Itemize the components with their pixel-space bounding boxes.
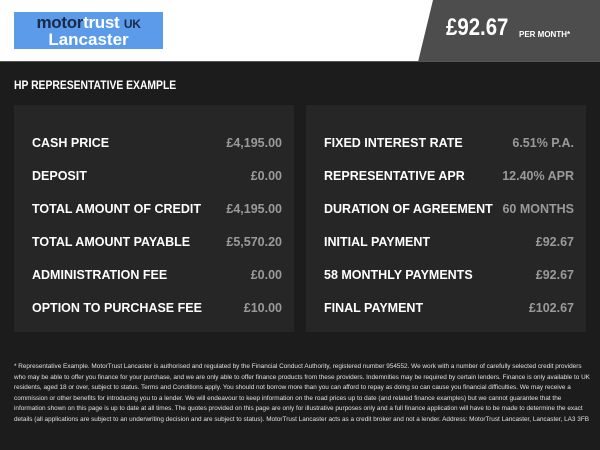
finance-row: INITIAL PAYMENT £92.67 bbox=[324, 235, 574, 251]
finance-label: FIXED INTEREST RATE bbox=[324, 136, 463, 150]
finance-row: FINAL PAYMENT £102.67 bbox=[324, 301, 574, 317]
dealer-logo[interactable]: motortrust UK Lancaster bbox=[14, 12, 163, 49]
finance-label: TOTAL AMOUNT PAYABLE bbox=[32, 235, 191, 249]
finance-label: OPTION TO PURCHASE FEE bbox=[32, 301, 202, 315]
divider bbox=[0, 61, 600, 62]
finance-value: £5,570.20 bbox=[226, 235, 282, 249]
finance-panel-left: CASH PRICE £4,195.00 DEPOSIT £0.00 TOTAL AMO… bbox=[14, 105, 294, 332]
finance-row: DURATION OF AGREEMENT 60 MONTHS bbox=[324, 202, 574, 218]
finance-label: DEPOSIT bbox=[32, 169, 87, 183]
logo-location: Lancaster bbox=[48, 30, 129, 49]
finance-value: 12.40% APR bbox=[502, 169, 574, 183]
finance-value: £0.00 bbox=[250, 268, 282, 282]
logo-text: UK bbox=[123, 17, 141, 31]
finance-panel-right: FIXED INTEREST RATE 6.51% P.A. REPRESENTAT… bbox=[306, 105, 586, 332]
finance-row: TOTAL AMOUNT PAYABLE £5,570.20 bbox=[32, 235, 282, 251]
finance-row: OPTION TO PURCHASE FEE £10.00 bbox=[32, 301, 282, 317]
finance-value: £4,195.00 bbox=[226, 202, 282, 216]
logo-text: motor bbox=[36, 13, 84, 32]
finance-row: REPRESENTATIVE APR 12.40% APR bbox=[324, 169, 574, 185]
price-panel bbox=[418, 0, 600, 62]
disclaimer-text: * Representative Example. MotorTrust Lan… bbox=[14, 363, 590, 423]
finance-row: DEPOSIT £0.00 bbox=[32, 169, 282, 185]
per-month-label: PER MONTH* bbox=[519, 30, 571, 39]
finance-label: ADMINISTRATION FEE bbox=[32, 268, 168, 282]
logo-text: trust bbox=[83, 13, 120, 32]
finance-row: TOTAL AMOUNT OF CREDIT £4,195.00 bbox=[32, 202, 282, 218]
finance-value: 60 MONTHS bbox=[502, 202, 574, 216]
finance-value: £92.67 bbox=[535, 235, 574, 249]
finance-row: 58 MONTHLY PAYMENTS £92.67 bbox=[324, 268, 574, 284]
finance-value: £92.67 bbox=[535, 268, 574, 282]
section-title: HP REPRESENTATIVE EXAMPLE bbox=[14, 80, 177, 92]
finance-value: 6.51% P.A. bbox=[512, 136, 574, 150]
finance-value: £0.00 bbox=[250, 169, 282, 183]
finance-label: DURATION OF AGREEMENT bbox=[324, 202, 493, 216]
finance-label: CASH PRICE bbox=[32, 136, 110, 150]
finance-value: £4,195.00 bbox=[226, 136, 282, 150]
finance-label: FINAL PAYMENT bbox=[324, 301, 424, 315]
finance-label: 58 MONTHLY PAYMENTS bbox=[324, 268, 473, 282]
finance-row: ADMINISTRATION FEE £0.00 bbox=[32, 268, 282, 284]
finance-value: £102.67 bbox=[528, 301, 574, 315]
finance-row: CASH PRICE £4,195.00 bbox=[32, 136, 282, 152]
finance-value: £10.00 bbox=[243, 301, 282, 315]
finance-label: TOTAL AMOUNT OF CREDIT bbox=[32, 202, 201, 216]
finance-label: INITIAL PAYMENT bbox=[324, 235, 431, 249]
finance-label: REPRESENTATIVE APR bbox=[324, 169, 465, 183]
finance-row: FIXED INTEREST RATE 6.51% P.A. bbox=[324, 136, 574, 152]
monthly-price: £92.67 bbox=[446, 14, 509, 41]
